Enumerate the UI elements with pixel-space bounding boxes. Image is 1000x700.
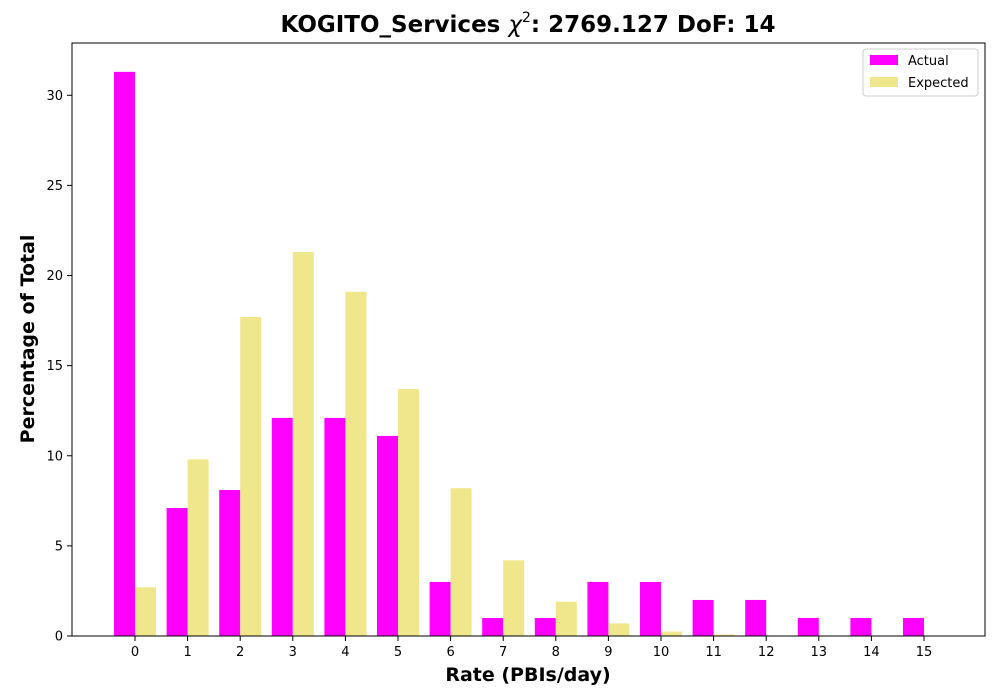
y-tick-label-30: 30 bbox=[46, 89, 63, 104]
x-tick-label-0: 0 bbox=[131, 645, 139, 660]
x-tick-label-11: 11 bbox=[705, 645, 722, 660]
chart-title-prefix: KOGITO_Services bbox=[281, 12, 509, 38]
y-tick-label-20: 20 bbox=[46, 269, 63, 284]
bar-actual-7 bbox=[482, 617, 504, 636]
y-tick-label-25: 25 bbox=[46, 179, 63, 194]
x-tick-label-5: 5 bbox=[394, 645, 402, 660]
legend: Actual Expected bbox=[862, 48, 979, 97]
legend-label-actual: Actual bbox=[908, 54, 949, 69]
x-tick-label-1: 1 bbox=[183, 645, 191, 660]
bar-expected-9 bbox=[608, 623, 630, 636]
x-tick-label-9: 9 bbox=[604, 645, 612, 660]
x-tick-label-2: 2 bbox=[236, 645, 244, 660]
plot-frame bbox=[71, 42, 986, 637]
bar-actual-8 bbox=[534, 617, 556, 636]
bar-actual-2 bbox=[219, 490, 241, 636]
chart-title-chi: χ bbox=[506, 12, 523, 38]
x-ticks-group: 0 1 2 3 4 5 6 7 8 9 10 11 12 13 14 15 bbox=[131, 636, 932, 660]
x-tick-label-15: 15 bbox=[916, 645, 933, 660]
bar-actual-4 bbox=[324, 417, 346, 636]
bar-expected-1 bbox=[187, 459, 209, 636]
x-tick-label-3: 3 bbox=[289, 645, 297, 660]
bar-expected-5 bbox=[398, 389, 419, 636]
chart-title-suffix: : 2769.127 DoF: 14 bbox=[531, 12, 776, 38]
y-ticks-group: 0 5 10 15 20 25 30 bbox=[46, 89, 72, 645]
x-tick-label-12: 12 bbox=[758, 645, 775, 660]
bar-expected-8 bbox=[555, 601, 577, 636]
bar-expected-11 bbox=[713, 634, 735, 636]
legend-label-expected: Expected bbox=[908, 76, 969, 91]
bar-expected-6 bbox=[450, 488, 472, 636]
bar-expected-10 bbox=[661, 631, 682, 636]
bar-actual-5 bbox=[377, 435, 398, 636]
bar-expected-2 bbox=[240, 316, 262, 636]
bar-expected-4 bbox=[345, 291, 367, 636]
chart-title: KOGITO_Services χ2: 2769.127 DoF: 14 bbox=[281, 10, 776, 38]
x-tick-label-13: 13 bbox=[811, 645, 828, 660]
chart-title-sup: 2 bbox=[522, 10, 531, 26]
bar-actual-15 bbox=[903, 617, 924, 636]
x-tick-label-6: 6 bbox=[446, 645, 454, 660]
bar-expected-3 bbox=[292, 252, 314, 636]
bar-actual-9 bbox=[587, 581, 609, 636]
bar-actual-1 bbox=[166, 508, 188, 636]
bar-actual-12 bbox=[745, 599, 767, 636]
bar-actual-3 bbox=[271, 417, 293, 636]
y-tick-label-10: 10 bbox=[46, 449, 63, 464]
x-axis-label: Rate (PBIs/day) bbox=[445, 664, 610, 686]
y-tick-label-5: 5 bbox=[55, 539, 63, 554]
bar-actual-6 bbox=[429, 581, 451, 636]
legend-swatch-actual bbox=[870, 55, 898, 65]
y-axis-label: Percentage of Total bbox=[17, 235, 39, 444]
bars-group bbox=[114, 71, 924, 636]
y-tick-label-0: 0 bbox=[55, 630, 63, 645]
x-tick-label-14: 14 bbox=[863, 645, 880, 660]
x-tick-label-8: 8 bbox=[552, 645, 560, 660]
bar-actual-13 bbox=[797, 617, 819, 636]
bar-actual-10 bbox=[640, 581, 661, 636]
x-tick-label-7: 7 bbox=[499, 645, 507, 660]
bar-expected-0 bbox=[135, 587, 156, 636]
bar-actual-0 bbox=[114, 71, 135, 636]
x-tick-label-4: 4 bbox=[341, 645, 349, 660]
legend-swatch-expected bbox=[870, 77, 898, 87]
bar-actual-14 bbox=[850, 617, 872, 636]
y-tick-label-15: 15 bbox=[46, 359, 63, 374]
x-tick-label-10: 10 bbox=[653, 645, 670, 660]
bar-actual-11 bbox=[692, 599, 714, 636]
bar-expected-7 bbox=[503, 560, 525, 636]
